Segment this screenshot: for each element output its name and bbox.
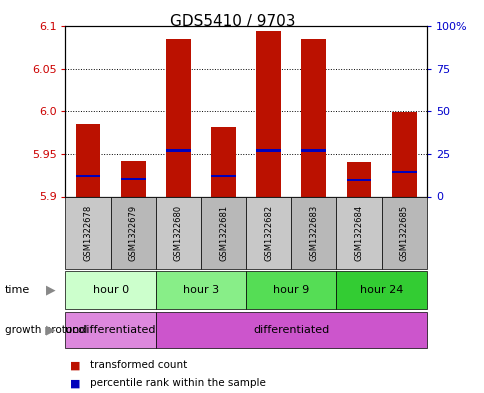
Text: GSM1322684: GSM1322684 <box>354 205 363 261</box>
Bar <box>76 175 100 177</box>
Bar <box>301 149 326 152</box>
Bar <box>166 149 190 152</box>
Text: GSM1322678: GSM1322678 <box>83 205 92 261</box>
Bar <box>211 127 236 196</box>
Text: hour 0: hour 0 <box>92 285 128 295</box>
Bar <box>121 178 145 180</box>
Bar <box>166 39 190 197</box>
Text: ▶: ▶ <box>46 283 56 296</box>
Text: hour 3: hour 3 <box>182 285 219 295</box>
Bar <box>391 112 416 196</box>
Bar <box>301 39 326 197</box>
Text: GSM1322680: GSM1322680 <box>174 205 182 261</box>
Bar <box>256 31 281 196</box>
Text: undifferentiated: undifferentiated <box>65 325 155 335</box>
Bar <box>391 171 416 173</box>
Text: GSM1322681: GSM1322681 <box>219 205 227 261</box>
Bar <box>76 124 100 196</box>
Text: GSM1322679: GSM1322679 <box>128 205 137 261</box>
Text: ■: ■ <box>70 360 81 371</box>
Bar <box>256 149 281 152</box>
Text: ▶: ▶ <box>46 323 56 337</box>
Bar <box>346 162 371 196</box>
Text: percentile rank within the sample: percentile rank within the sample <box>90 378 265 388</box>
Bar <box>346 179 371 182</box>
Text: GSM1322683: GSM1322683 <box>309 205 318 261</box>
Text: time: time <box>5 285 30 295</box>
Text: GDS5410 / 9703: GDS5410 / 9703 <box>170 14 295 29</box>
Text: differentiated: differentiated <box>253 325 329 335</box>
Text: transformed count: transformed count <box>90 360 187 371</box>
Text: hour 9: hour 9 <box>272 285 309 295</box>
Bar <box>121 161 145 196</box>
Text: growth protocol: growth protocol <box>5 325 87 335</box>
Text: hour 24: hour 24 <box>359 285 403 295</box>
Text: GSM1322682: GSM1322682 <box>264 205 272 261</box>
Bar <box>211 175 236 177</box>
Text: GSM1322685: GSM1322685 <box>399 205 408 261</box>
Text: ■: ■ <box>70 378 81 388</box>
